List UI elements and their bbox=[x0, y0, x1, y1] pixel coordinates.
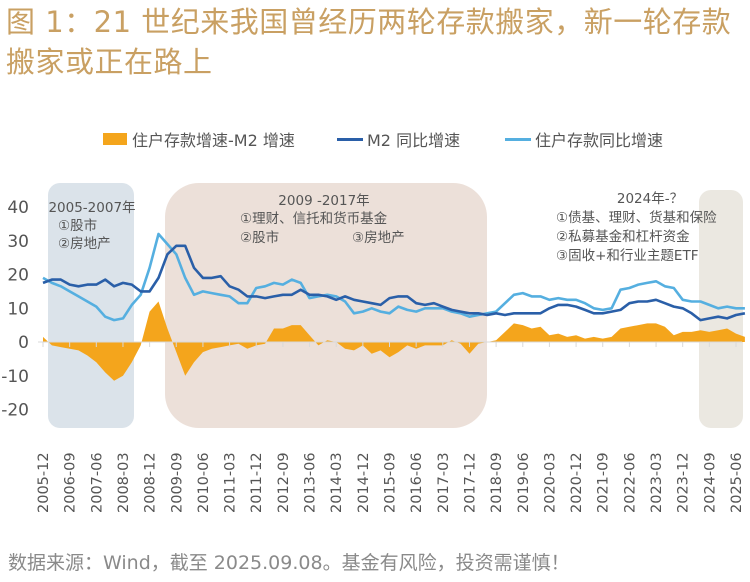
x-tick-label: 2025-06 bbox=[729, 452, 745, 513]
x-tick-label: 2016-06 bbox=[409, 452, 425, 513]
y-tick-label: -10 bbox=[1, 367, 29, 387]
annotation-period2-line1: ①理财、信托和货币基金 bbox=[240, 210, 388, 227]
x-tick-label: 2007-06 bbox=[89, 452, 105, 513]
y-tick-label: 30 bbox=[7, 232, 29, 252]
y-tick-label: 0 bbox=[18, 333, 29, 353]
x-tick-label: 2017-03 bbox=[436, 452, 452, 513]
chart-plot: 40 30 20 10 0 -10 -20 2005-12 2006-09 2007-06 200… bbox=[1, 183, 746, 513]
y-tick-label: 10 bbox=[7, 299, 29, 319]
x-tick-label: 2013-06 bbox=[303, 452, 319, 513]
legend-swatch-m2 bbox=[337, 137, 363, 141]
x-tick-label: 2023-12 bbox=[676, 452, 692, 513]
x-tick-label: 2017-12 bbox=[462, 452, 478, 513]
x-tick-label: 2014-03 bbox=[329, 452, 345, 513]
x-tick-label: 2011-03 bbox=[223, 452, 239, 513]
legend-label-deposit: 住户存款同比增速 bbox=[535, 131, 664, 150]
legend-swatch-deposit bbox=[505, 137, 531, 141]
data-source-note: 数据来源：Wind，截至 2025.09.08。基金有风险，投资需谨慎！ bbox=[8, 552, 570, 574]
x-tick-label: 2014-12 bbox=[356, 452, 372, 513]
annotation-period3-title: 2024年-？ bbox=[617, 191, 683, 207]
x-tick-label: 2005-12 bbox=[36, 452, 52, 513]
x-tick-label: 2020-12 bbox=[569, 452, 585, 513]
x-tick-label: 2008-12 bbox=[143, 452, 159, 513]
annotation-period1-line1: ①股市 bbox=[58, 217, 97, 234]
legend-item-diff: 住户存款增速-M2 增速 bbox=[103, 127, 295, 151]
x-tick-label: 2009-09 bbox=[169, 452, 185, 513]
x-tick-label: 2022-06 bbox=[622, 452, 638, 513]
x-tick-label: 2008-03 bbox=[116, 452, 132, 513]
line-deposit-series bbox=[42, 232, 745, 322]
shaded-period-2 bbox=[165, 183, 487, 428]
annotation-period3-line3: ③固收+和行业主题ETF bbox=[556, 248, 698, 264]
chart-legend: 住户存款增速-M2 增速 M2 同比增速 住户存款同比增速 bbox=[0, 127, 750, 151]
x-tick-label: 2024-09 bbox=[702, 452, 718, 513]
y-tick-label: -20 bbox=[1, 401, 29, 421]
x-tick-label: 2023-03 bbox=[649, 452, 665, 513]
x-tick-label: 2019-06 bbox=[516, 452, 532, 513]
x-tick-label: 2010-06 bbox=[196, 452, 212, 513]
x-tick-label: 2012-09 bbox=[276, 452, 292, 513]
annotation-period3-line2: ②私募基金和杠杆资金 bbox=[556, 228, 690, 245]
annotation-period2-line3: ③房地产 bbox=[352, 230, 405, 246]
y-tick-label: 20 bbox=[7, 266, 29, 286]
annotation-period2-line2: ②股市 bbox=[240, 229, 279, 246]
chart-title: 图 1：21 世纪来我国曾经历两轮存款搬家，新一轮存款搬家或正在路上 bbox=[6, 5, 732, 79]
x-tick-label: 2006-09 bbox=[63, 452, 79, 513]
x-tick-label: 2015-09 bbox=[383, 452, 399, 513]
y-tick-label: 40 bbox=[7, 198, 29, 218]
area-diff-series bbox=[43, 301, 745, 381]
x-tick-label: 2021-09 bbox=[596, 452, 612, 513]
legend-label-m2: M2 同比增速 bbox=[367, 131, 461, 150]
legend-label-diff: 住户存款增速-M2 增速 bbox=[132, 131, 295, 150]
legend-item-m2: M2 同比增速 bbox=[337, 127, 460, 151]
annotation-period1-line2: ②房地产 bbox=[58, 236, 111, 252]
annotation-period2-title: 2009 -2017年 bbox=[278, 193, 369, 209]
legend-swatch-diff bbox=[103, 133, 127, 145]
x-tick-label: 2020-03 bbox=[542, 452, 558, 513]
x-tick-label: 2011-12 bbox=[249, 452, 265, 513]
annotation-period1-title: 2005-2007年 bbox=[48, 200, 135, 216]
line-m2-series bbox=[42, 244, 746, 322]
annotation-period3-line1: ①债基、理财、货基和保险 bbox=[556, 209, 717, 226]
legend-item-deposit: 住户存款同比增速 bbox=[505, 127, 663, 151]
x-tick-label: 2018-09 bbox=[489, 452, 505, 513]
